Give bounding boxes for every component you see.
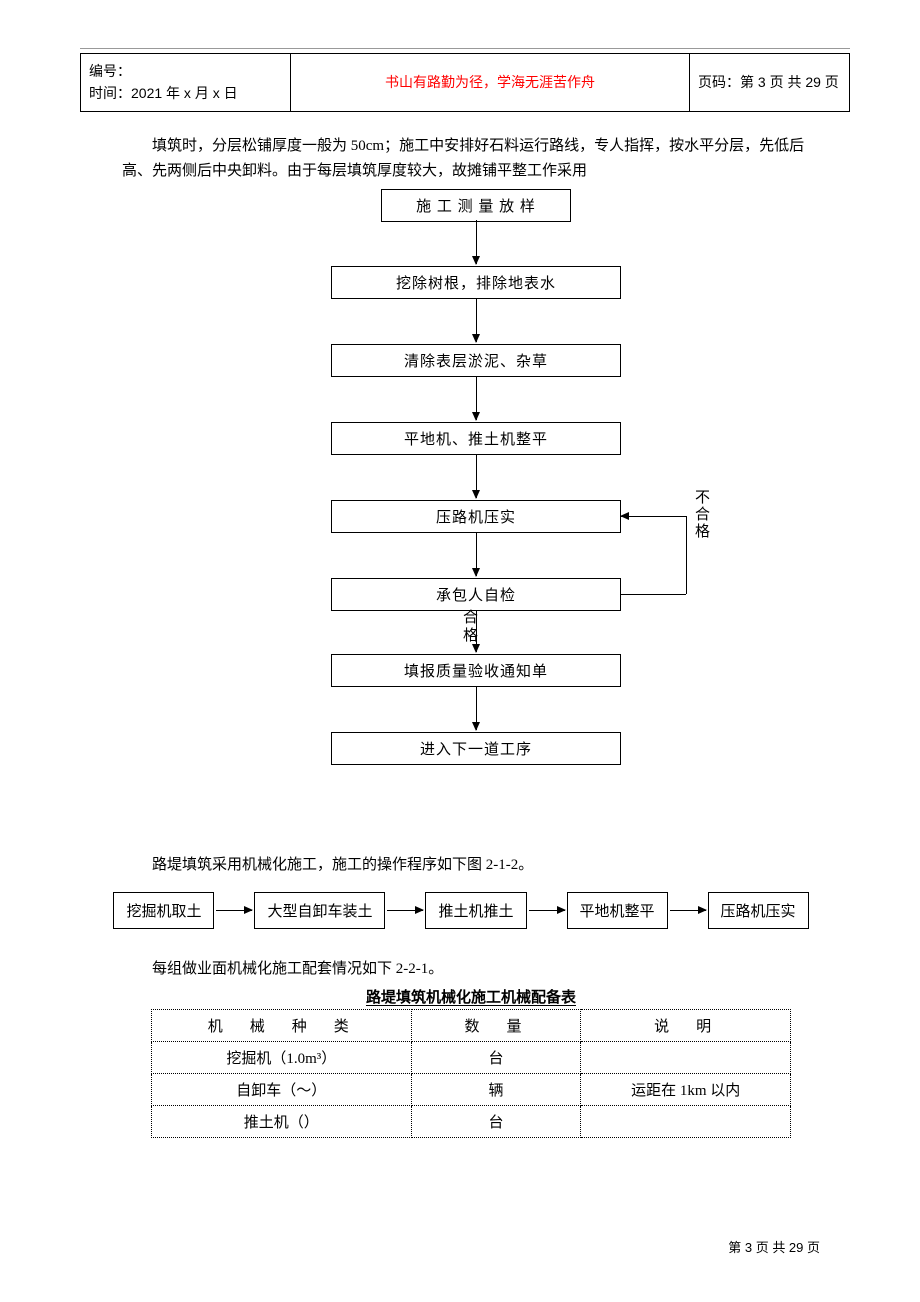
table-row: 挖掘机（1.0m³） 台 <box>152 1041 791 1073</box>
table-cell: 推土机（） <box>152 1105 412 1137</box>
header-motto: 书山有路勤为径，学海无涯苦作舟 <box>291 54 690 112</box>
flowchart-horizontal: 挖掘机取土 大型自卸车装土 推土机推土 平地机整平 压路机压实 <box>102 892 820 929</box>
table-cell: 挖掘机（1.0m³） <box>152 1041 412 1073</box>
hproc-node-1: 挖掘机取土 <box>113 892 214 929</box>
paragraph-1: 填筑时，分层松铺厚度一般为 50cm；施工中安排好石料运行路线，专人指挥，按水平… <box>122 134 820 184</box>
table-cell: 台 <box>411 1105 581 1137</box>
flow-label-fail: 不合格 <box>691 489 712 540</box>
flow-node-2: 挖除树根，排除地表水 <box>331 266 621 299</box>
hproc-node-4: 平地机整平 <box>567 892 668 929</box>
table-cell <box>581 1105 791 1137</box>
table-cell: 运距在 1km 以内 <box>581 1073 791 1105</box>
flow-node-7: 填报质量验收通知单 <box>331 654 621 687</box>
doc-id-label: 编号： <box>89 60 282 82</box>
table-row: 推土机（） 台 <box>152 1105 791 1137</box>
paragraph-2: 路堤填筑采用机械化施工，施工的操作程序如下图 2-1-2。 <box>122 853 820 878</box>
flow-label-pass: 合 格 <box>463 610 478 645</box>
flow-arrow-5 <box>476 532 477 576</box>
page-footer: 第 3 页 共 29 页 <box>728 1237 820 1256</box>
table-col-3: 说 明 <box>581 1009 791 1041</box>
flow-arrow-4 <box>476 454 477 498</box>
flow-arrow-2 <box>476 298 477 342</box>
hproc-arrow-2 <box>387 910 423 911</box>
paragraph-3: 每组做业面机械化施工配套情况如下 2-2-1。 <box>122 957 820 982</box>
header-left: 编号： 时间：2021 年 x 月 x 日 <box>81 54 291 112</box>
table-header-row: 机 械 种 类 数 量 说 明 <box>152 1009 791 1041</box>
header-page: 页码：第 3 页 共 29 页 <box>690 54 850 112</box>
hproc-arrow-4 <box>670 910 706 911</box>
table-col-1: 机 械 种 类 <box>152 1009 412 1041</box>
table-cell <box>581 1041 791 1073</box>
table-cell: 台 <box>411 1041 581 1073</box>
flow-loop-v <box>686 516 687 594</box>
flow-arrow-1 <box>476 220 477 264</box>
flow-node-3: 清除表层淤泥、杂草 <box>331 344 621 377</box>
table-cell: 辆 <box>411 1073 581 1105</box>
table-row: 自卸车（～） 辆 运距在 1km 以内 <box>152 1073 791 1105</box>
machinery-table: 机 械 种 类 数 量 说 明 挖掘机（1.0m³） 台 自卸车（～） 辆 运距… <box>151 1009 791 1138</box>
flow-label-pass-b: 格 <box>463 628 478 644</box>
hproc-node-2: 大型自卸车装土 <box>254 892 385 929</box>
table-cell: 自卸车（～） <box>152 1073 412 1105</box>
flow-loop-h1 <box>621 594 686 595</box>
hproc-arrow-1 <box>216 910 252 911</box>
hproc-arrow-3 <box>529 910 565 911</box>
flow-arrow-7 <box>476 686 477 730</box>
page-header: 编号： 时间：2021 年 x 月 x 日 书山有路勤为径，学海无涯苦作舟 页码… <box>80 53 850 112</box>
flow-loop-h2 <box>621 516 686 517</box>
flow-node-6: 承包人自检 <box>331 578 621 611</box>
hproc-node-5: 压路机压实 <box>708 892 809 929</box>
flowchart-vertical: 施 工 测 量 放 样 挖除树根，排除地表水 清除表层淤泥、杂草 平地机、推土机… <box>151 189 791 849</box>
flow-arrow-3 <box>476 376 477 420</box>
flow-label-pass-a: 合 <box>463 610 478 626</box>
table-title: 路堤填筑机械化施工机械配备表 <box>122 986 820 1007</box>
flow-node-1: 施 工 测 量 放 样 <box>381 189 571 222</box>
hproc-node-3: 推土机推土 <box>425 892 526 929</box>
flow-node-4: 平地机、推土机整平 <box>331 422 621 455</box>
flow-node-5: 压路机压实 <box>331 500 621 533</box>
table-col-2: 数 量 <box>411 1009 581 1041</box>
doc-time-label: 时间：2021 年 x 月 x 日 <box>89 82 282 104</box>
flow-node-8: 进入下一道工序 <box>331 732 621 765</box>
